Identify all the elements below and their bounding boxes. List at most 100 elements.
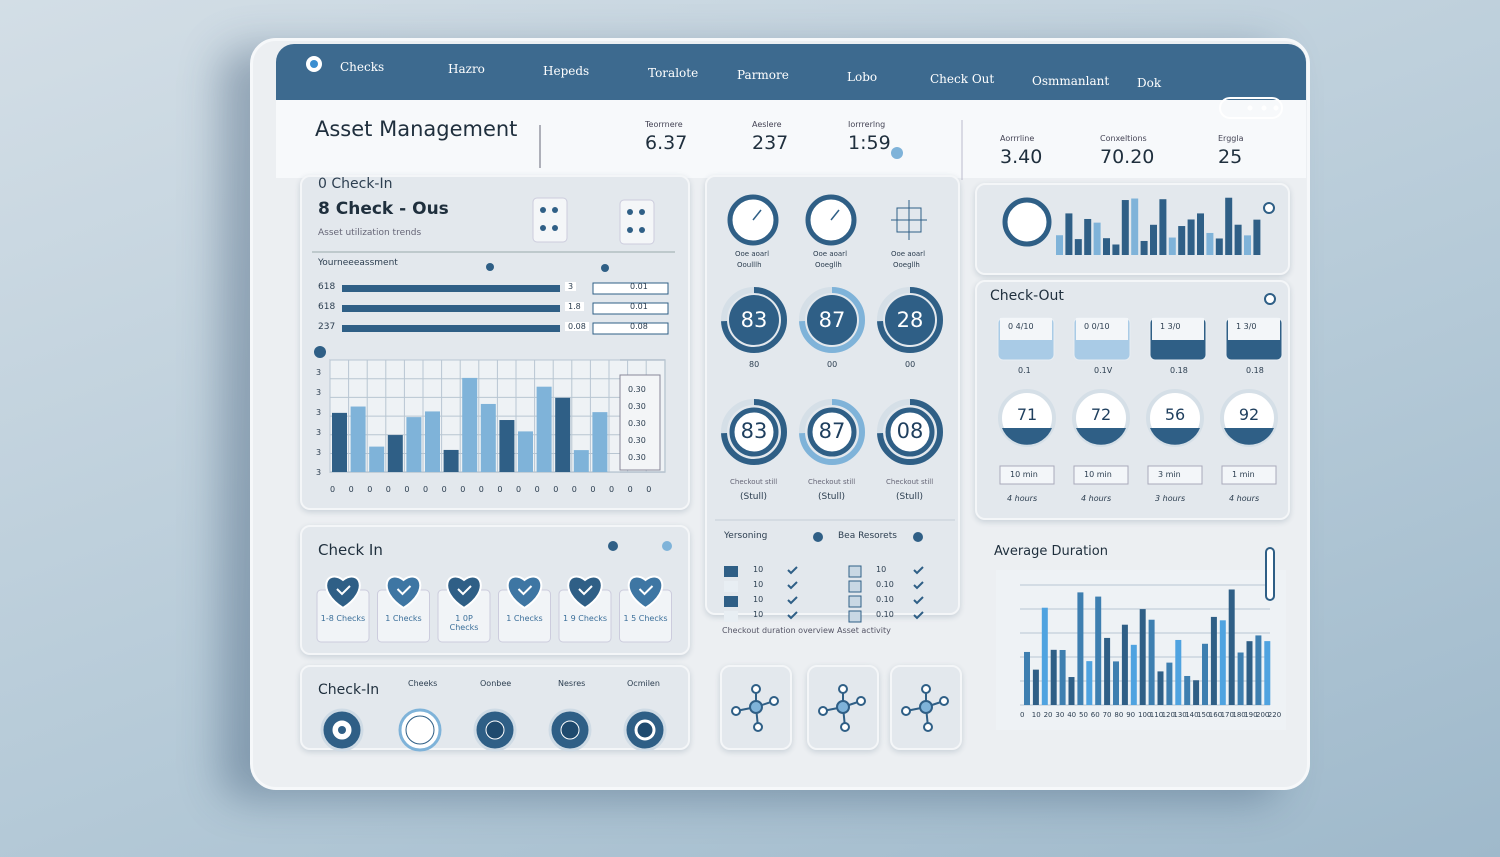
y-label: 3 <box>316 388 322 397</box>
row-label: 237 <box>318 322 336 332</box>
dial-time: 3 min <box>1158 470 1181 479</box>
x-label: 80 <box>1114 711 1124 719</box>
x-label: 0 <box>478 485 484 494</box>
row-value: 3 <box>565 282 577 291</box>
x-label: 0 <box>441 485 447 494</box>
nav-item[interactable]: Checks <box>340 60 385 74</box>
side-value: 0.30 <box>628 385 646 394</box>
checklist-value: 10 <box>753 595 764 604</box>
ring-label: Ocmilen <box>627 679 660 688</box>
dial-time: 1 min <box>1232 470 1255 479</box>
stat-label: Aorrrline <box>1000 134 1035 143</box>
checklist-value: 0.10 <box>876 610 894 619</box>
row-label: 618 <box>318 282 336 292</box>
nav-item[interactable]: Lobo <box>847 70 878 84</box>
stat-value: 3.40 <box>1000 146 1043 168</box>
x-label: 0 <box>609 485 615 494</box>
x-label: 10 <box>1031 711 1041 719</box>
ring-label: Nesres <box>558 679 586 688</box>
checklist-footer: Checkout duration overview Asset activit… <box>722 626 891 635</box>
header-bar <box>276 100 1306 178</box>
x-label: 0 <box>404 485 410 494</box>
nav-item[interactable]: Osmmanlant <box>1032 74 1110 88</box>
tile-caption: 0.18 <box>1170 366 1188 375</box>
node-tile <box>720 665 792 750</box>
row-value: 0.08 <box>565 322 589 331</box>
row-value: 0.01 <box>630 282 648 291</box>
gauge-caption: (Stull) <box>818 492 845 502</box>
nav-item[interactable]: Check Out <box>930 72 995 86</box>
tile-caption: 0.1 <box>1018 366 1031 375</box>
heart-caption: 1 5 Checks <box>623 614 668 623</box>
x-label: 50 <box>1079 711 1088 719</box>
gauge-caption: Checkout still <box>886 478 934 486</box>
heart-caption: 1 9 Checks <box>562 614 608 623</box>
x-label: 0 <box>627 485 633 494</box>
panel-heading: Average Duration <box>994 544 1108 559</box>
gauge-caption: (Stull) <box>740 492 767 502</box>
stat-value: 1:59 <box>848 132 891 154</box>
dial-value: 72 <box>1090 405 1112 424</box>
x-label: 0 <box>571 485 577 494</box>
panel-heading: 8 Check - Ous <box>318 199 449 219</box>
dial-time: 10 min <box>1010 470 1038 479</box>
stat-label: Conxeltions <box>1100 134 1147 143</box>
y-label: 3 <box>316 468 322 477</box>
checklist-value: 10 <box>753 580 764 589</box>
x-label: 0 <box>423 485 429 494</box>
nav-item[interactable]: Dok <box>1137 76 1162 90</box>
ring-label: Oonbee <box>480 679 512 688</box>
heart-caption: 1 Checks <box>385 614 422 623</box>
y-label: 3 <box>316 368 322 377</box>
stat-label: Aeslere <box>752 120 782 129</box>
gauge-caption: 00 <box>905 360 916 369</box>
clock-caption: Ooegllh <box>815 261 842 269</box>
nav-item[interactable]: Hazro <box>448 62 485 76</box>
x-label: 0 <box>553 485 559 494</box>
panel-subtitle: Asset utilization trends <box>318 228 422 238</box>
side-value: 0.30 <box>628 436 646 445</box>
checklist-heading: Yersoning <box>724 531 768 541</box>
gauge-value: 08 <box>896 419 924 443</box>
node-tile <box>890 665 962 750</box>
clock-caption: Ooe aoarl <box>813 250 848 258</box>
y-label: 3 <box>316 448 322 457</box>
gauge-value: 87 <box>818 419 846 443</box>
x-label: 0 <box>516 485 522 494</box>
gauge-value: 28 <box>896 308 924 332</box>
dial-time: 10 min <box>1084 470 1112 479</box>
y-label: 3 <box>316 408 322 417</box>
gauge-caption: Checkout still <box>808 478 856 486</box>
dial-note: 3 hours <box>1155 494 1186 503</box>
panel-heading: Check-In <box>318 682 380 698</box>
page-title: Asset Management <box>315 117 518 141</box>
gauge-value: 87 <box>818 308 846 332</box>
x-label: 0 <box>348 485 354 494</box>
heart-caption: 1 0P Checks <box>449 614 479 632</box>
nav-item[interactable]: Hepeds <box>543 64 590 78</box>
x-label: 0 <box>590 485 596 494</box>
row-value: 1.8 <box>565 302 584 311</box>
nav-item[interactable]: Parmore <box>737 68 789 82</box>
checklist-value: 0.10 <box>876 595 894 604</box>
x-label: 40 <box>1067 711 1077 719</box>
nav-item[interactable]: Toralote <box>648 66 699 80</box>
x-label: 0 <box>1020 711 1025 719</box>
stat-value: 237 <box>752 132 789 154</box>
x-label: 20 <box>1043 711 1053 719</box>
checkout-panel <box>975 280 1290 520</box>
stat-value: 25 <box>1218 146 1243 168</box>
tile-value: 1 3/0 <box>1236 322 1257 331</box>
list-title: Yourneeeassment <box>318 258 398 268</box>
gauge-caption: (Stull) <box>896 492 923 502</box>
node-tile <box>807 665 879 750</box>
stat-label: Iorrrerlng <box>848 120 886 129</box>
stat-value: 70.20 <box>1100 146 1155 168</box>
tile-caption: 0.1V <box>1094 366 1113 375</box>
dial-value: 56 <box>1164 405 1186 424</box>
checkin-rings <box>300 665 690 750</box>
dial-note: 4 hours <box>1007 494 1038 503</box>
tile-value: 0 0/10 <box>1084 322 1110 331</box>
side-value: 0.30 <box>628 402 646 411</box>
